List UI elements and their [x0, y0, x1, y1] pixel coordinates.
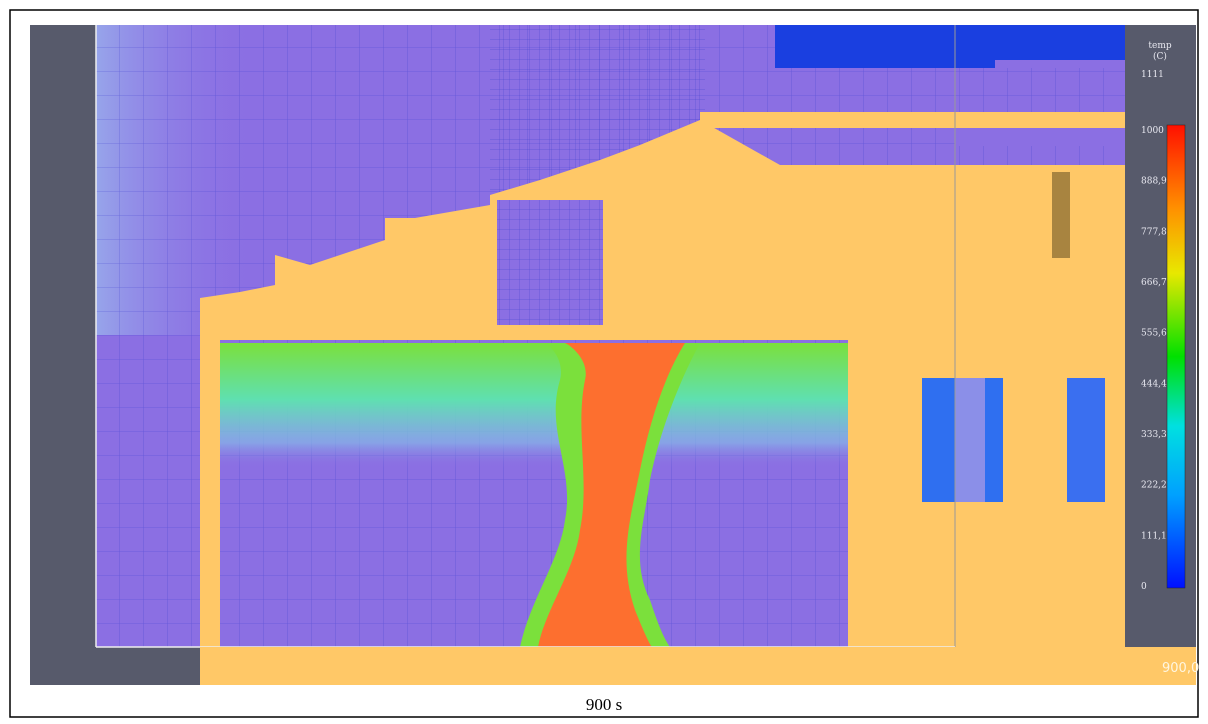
- colorbar-title: temp: [1148, 41, 1171, 51]
- colorbar-label: 111,1: [1141, 531, 1167, 541]
- window: [955, 378, 985, 502]
- colorbar-label: 222,2: [1141, 481, 1167, 491]
- colorbar-labels: 1000 888,9 777,8 666,7 555,6 444,4 333,3 222,2 1…: [1141, 126, 1167, 592]
- colorbar-unit: (C): [1153, 51, 1167, 62]
- colorbar-label: 888,9: [1141, 177, 1167, 187]
- colorbar-label: 1000: [1141, 126, 1164, 136]
- air: [955, 128, 1125, 146]
- colorbar-label: 777,8: [1141, 227, 1167, 237]
- colorbar-label: 666,7: [1141, 278, 1167, 288]
- colorbar-label: 444,4: [1141, 379, 1167, 389]
- frame: [9, 9, 1199, 718]
- air: [995, 60, 1125, 68]
- colorbar-max: 1111: [1141, 70, 1164, 80]
- colorbar-label: 0: [1141, 582, 1147, 592]
- element: [1052, 172, 1070, 258]
- roof: [700, 112, 1125, 128]
- ground: [200, 647, 1196, 685]
- window: [1067, 378, 1105, 502]
- colorbar-label: 333,3: [1141, 430, 1167, 440]
- hot-gas: [220, 343, 848, 468]
- colorbar-label: 555,6: [1141, 329, 1167, 339]
- fine-grid: [497, 200, 603, 325]
- time-label: 900,0: [1162, 661, 1199, 676]
- caption: 900 s: [586, 695, 622, 714]
- colorbar: [1166, 124, 1186, 589]
- plume: [538, 343, 685, 647]
